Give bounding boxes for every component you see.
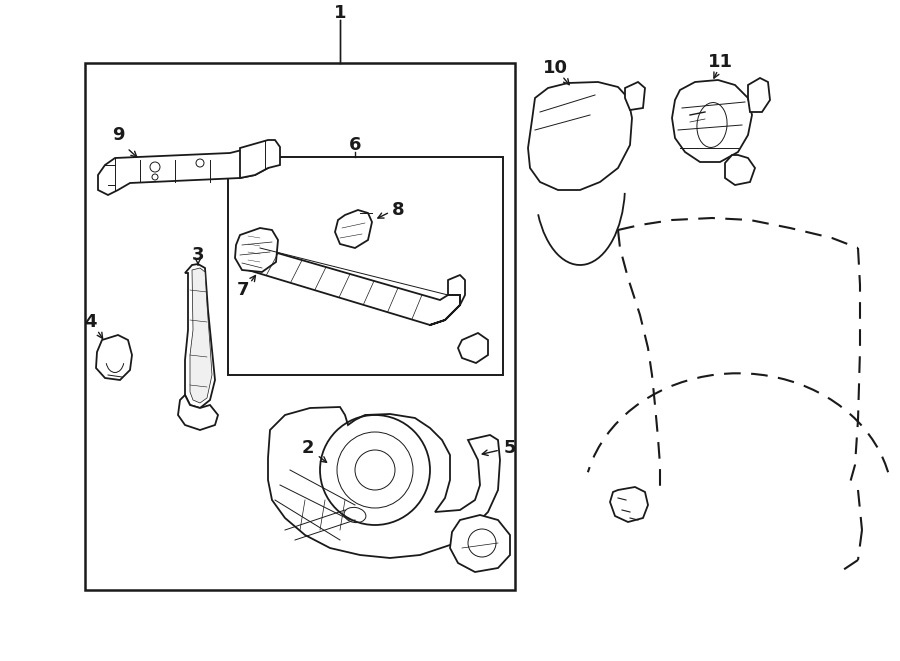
Text: 6: 6 — [349, 136, 361, 154]
Bar — [85, 63, 515, 590]
Polygon shape — [725, 155, 755, 185]
Polygon shape — [450, 515, 510, 572]
Text: 7: 7 — [237, 281, 249, 299]
Polygon shape — [240, 140, 280, 178]
Polygon shape — [625, 82, 645, 110]
Text: 2: 2 — [302, 439, 314, 457]
Text: 10: 10 — [543, 59, 568, 77]
Polygon shape — [245, 248, 460, 325]
Bar — [228, 157, 503, 375]
Polygon shape — [98, 148, 268, 195]
Polygon shape — [190, 268, 212, 403]
Text: 8: 8 — [392, 201, 404, 219]
Polygon shape — [185, 264, 215, 408]
Polygon shape — [335, 210, 372, 248]
Polygon shape — [610, 487, 648, 522]
Polygon shape — [672, 80, 752, 162]
Text: 3: 3 — [192, 246, 204, 264]
Text: 4: 4 — [84, 313, 96, 331]
Polygon shape — [96, 335, 132, 380]
Polygon shape — [268, 407, 500, 558]
Text: 9: 9 — [112, 126, 124, 144]
Polygon shape — [458, 333, 488, 363]
Polygon shape — [178, 395, 218, 430]
Polygon shape — [235, 228, 278, 272]
Text: 11: 11 — [707, 53, 733, 71]
Polygon shape — [528, 82, 632, 190]
Polygon shape — [748, 78, 770, 112]
Text: 5: 5 — [504, 439, 517, 457]
Text: 1: 1 — [334, 4, 346, 22]
